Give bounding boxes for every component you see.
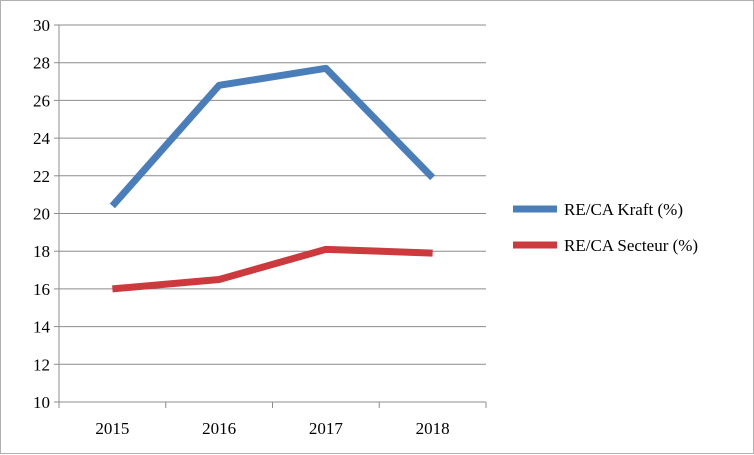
y-tick-labels: 10 12 14 16 18 20 22 24 26 28 30 (33, 16, 51, 412)
y-tick-label: 10 (33, 393, 50, 412)
x-tick-label: 2015 (95, 419, 129, 438)
axes (54, 24, 487, 408)
x-tick-labels: 2015 2016 2017 2018 (95, 419, 449, 438)
legend-label-0: RE/CA Kraft (%) (564, 200, 683, 219)
legend: RE/CA Kraft (%) RE/CA Secteur (%) (513, 200, 698, 255)
y-tick-label: 14 (33, 318, 51, 337)
y-tick-label: 16 (33, 280, 50, 299)
series-lines (109, 64, 436, 293)
y-tick-label: 22 (33, 167, 50, 186)
legend-label-1: RE/CA Secteur (%) (564, 236, 698, 255)
y-tick-label: 28 (33, 54, 50, 73)
y-tick-label: 26 (33, 91, 50, 110)
series-line-0 (109, 64, 436, 209)
y-tick-label: 30 (33, 16, 50, 35)
y-tick-label: 20 (33, 205, 50, 224)
x-tick-label: 2016 (202, 419, 236, 438)
y-tick-label: 12 (33, 355, 50, 374)
x-tick-label: 2018 (416, 419, 450, 438)
y-tick-label: 24 (33, 129, 51, 148)
x-tick-label: 2017 (309, 419, 344, 438)
y-tick-label: 18 (33, 242, 50, 261)
series-line-1 (112, 245, 433, 293)
